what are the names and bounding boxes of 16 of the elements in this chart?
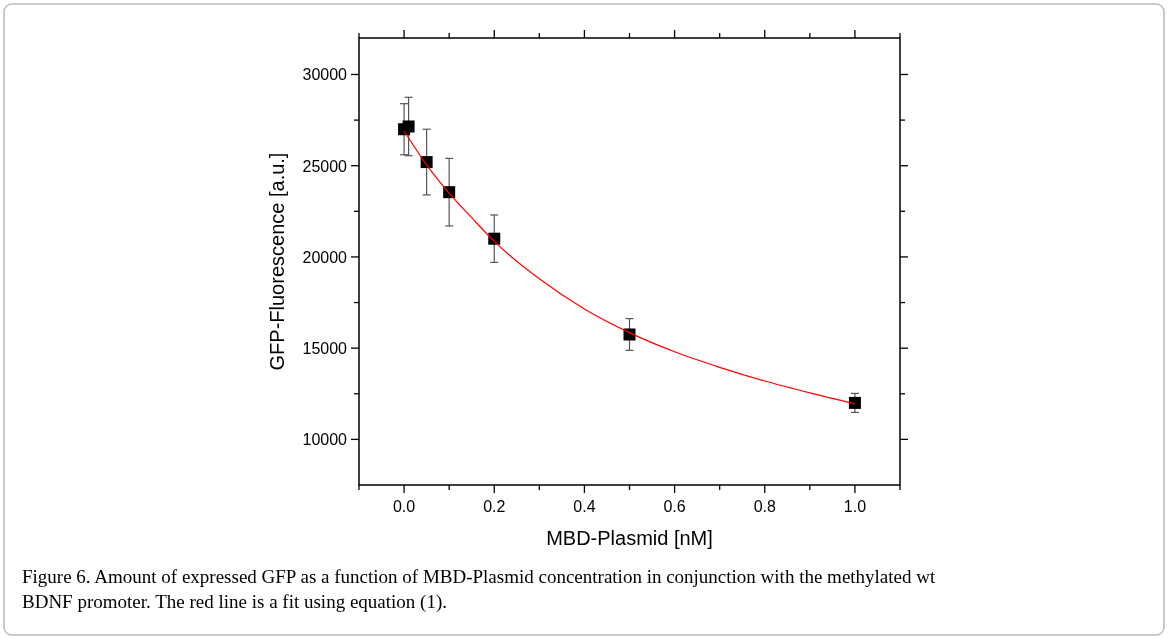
y-tick-label: 25000 <box>302 157 348 175</box>
point <box>402 120 415 133</box>
x-tick-label: 0.8 <box>753 498 776 515</box>
y-tick-label: 10000 <box>302 431 348 449</box>
y-tick-label: 30000 <box>302 66 348 84</box>
y-tick-label: 20000 <box>302 248 348 266</box>
x-tick-label: 0.2 <box>483 498 506 515</box>
caption: Figure 6. Amount of expressed GFP as a function of MBD-Plasmid concentration in conjunction with the methylated wt BDNF promoter. The red line is a fit using equation (1). <box>22 566 936 613</box>
x-axis-title: MBD-Plasmid [nM] <box>546 527 713 549</box>
x-tick-label: 1.0 <box>843 498 867 515</box>
point <box>848 396 861 409</box>
x-tick-label: 0.4 <box>573 498 596 515</box>
x-tick-label: 0.6 <box>663 498 686 515</box>
y-axis-title: GFP-Fluorescence [a.u.] <box>266 152 288 371</box>
x-tick-label: 0.0 <box>392 498 416 515</box>
y-tick-label: 15000 <box>302 340 348 358</box>
